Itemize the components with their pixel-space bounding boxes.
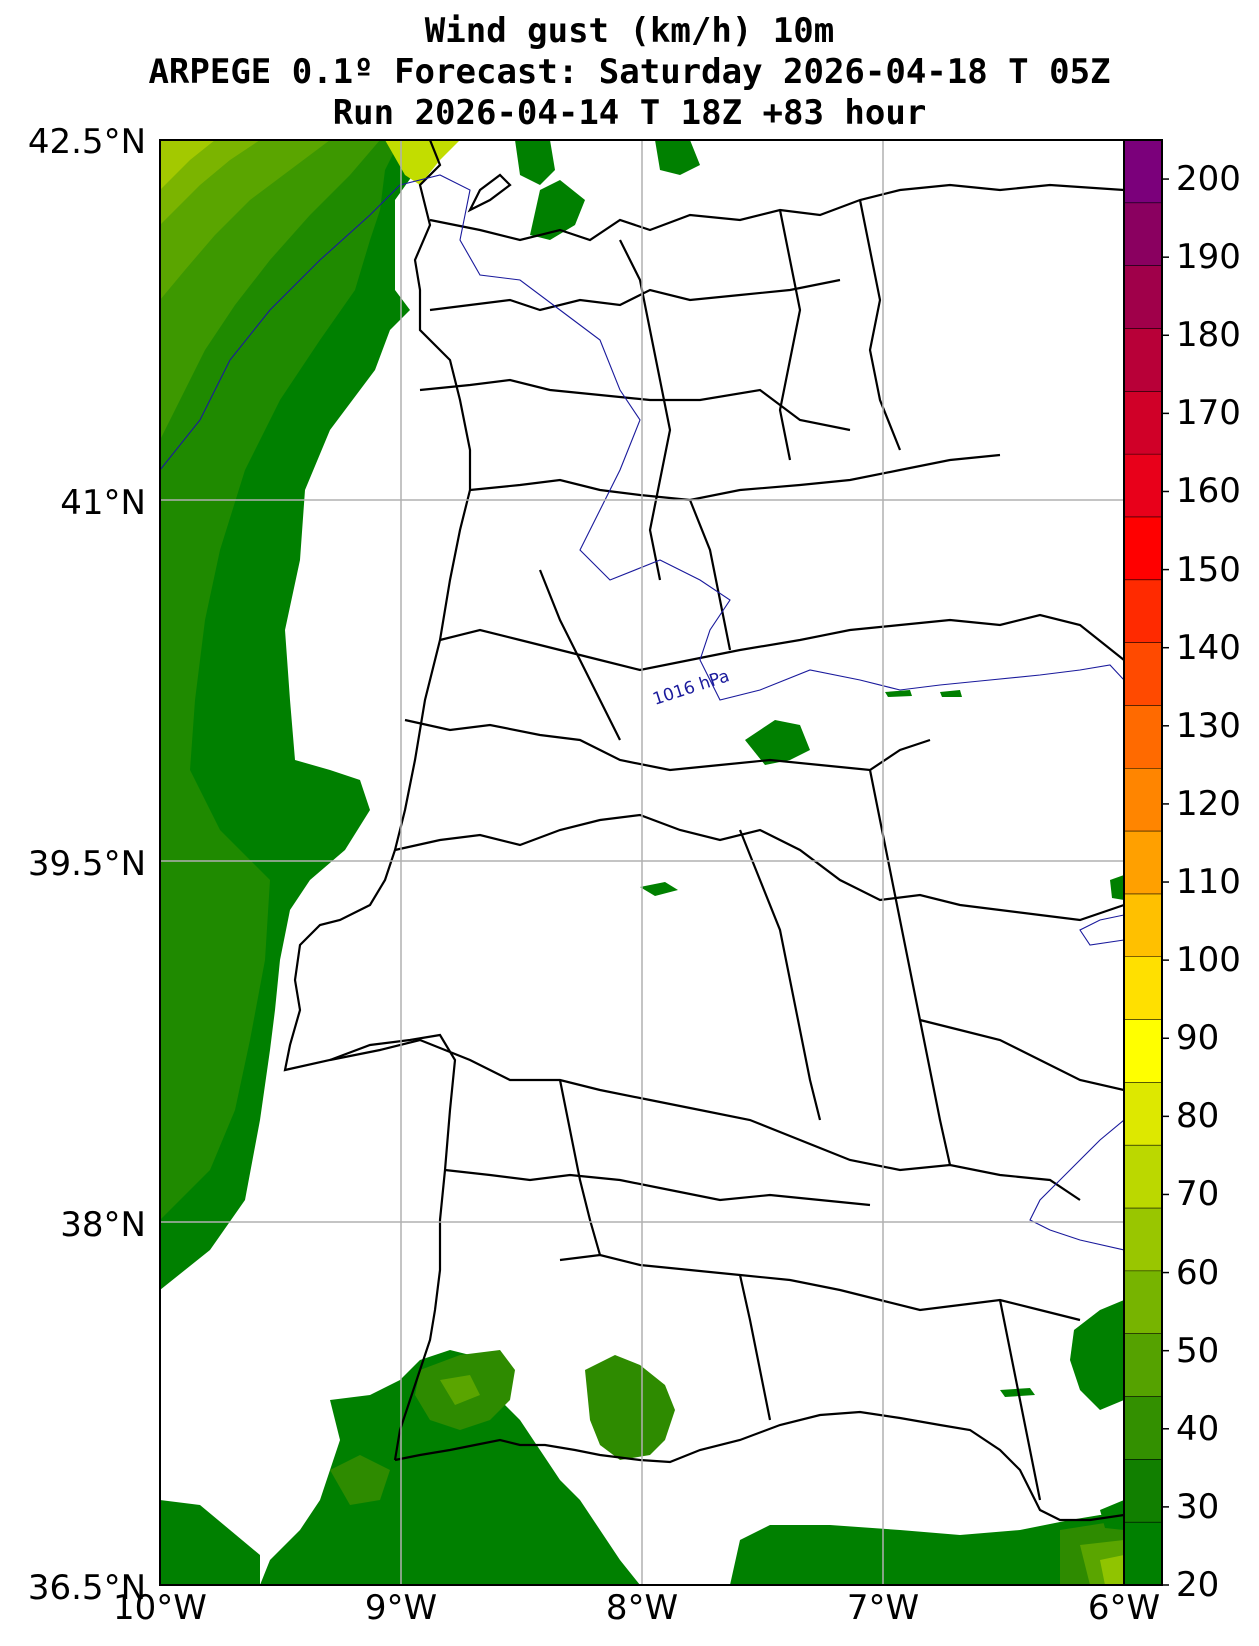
colorbar-segment	[1124, 956, 1162, 1021]
colorbar-segment	[1124, 391, 1162, 455]
coastline-west	[283, 140, 472, 1461]
colorbar-tick-label: 60	[1176, 1252, 1220, 1293]
border-7	[394, 813, 1124, 922]
gridlines	[160, 140, 1124, 1585]
colorbar-tick-label: 140	[1176, 627, 1241, 668]
coastline-south	[394, 1410, 1124, 1522]
border-18	[738, 1274, 772, 1421]
colorbar-tick-label: 70	[1176, 1174, 1220, 1215]
border-5	[439, 613, 1124, 672]
border-15	[738, 829, 822, 1121]
colorbar-tick-label: 190	[1176, 237, 1241, 278]
colorbar-segment	[1124, 893, 1162, 958]
colorbar-segment	[1124, 265, 1162, 330]
lat-label-36-5: 36.5°N	[27, 1568, 146, 1608]
border-9	[444, 1168, 871, 1207]
border-20	[919, 1018, 1124, 1092]
colorbar-segment	[1124, 1333, 1162, 1398]
lon-label-7w: 7°W	[846, 1588, 920, 1628]
lon-label-6w: 6°W	[1087, 1588, 1161, 1628]
colorbar-tick-label: 170	[1176, 393, 1241, 434]
colorbar-segment	[1124, 705, 1162, 769]
colorbar	[1124, 140, 1169, 1586]
border-2	[429, 278, 841, 312]
colorbar-segment	[1124, 1019, 1162, 1083]
chart-title-line-3: Run 2026-04-14 T 18Z +83 hour	[332, 93, 927, 133]
colorbar-tick-label: 90	[1176, 1018, 1220, 1059]
colorbar-segment	[1124, 1145, 1162, 1209]
colorbar-segment	[1124, 1459, 1162, 1523]
colorbar-tick-label: 130	[1176, 705, 1241, 746]
chart-title-line-2: ARPEGE 0.1º Forecast: Saturday 2026-04-1…	[148, 52, 1111, 92]
lat-label-38: 38°N	[60, 1205, 146, 1245]
border-13	[778, 209, 802, 461]
colorbar-tick-label: 20	[1176, 1565, 1220, 1605]
coastlines-and-borders	[283, 140, 1124, 1522]
lat-label-39-5: 39.5°N	[27, 844, 146, 884]
colorbar-tick-label: 180	[1176, 315, 1241, 356]
colorbar-segment	[1124, 140, 1162, 204]
coastline-spain-north	[467, 173, 512, 213]
colorbar-tick-label: 50	[1176, 1330, 1220, 1371]
chart-title-line-1: Wind gust (km/h) 10m	[424, 11, 835, 51]
colorbar-segment	[1124, 454, 1162, 518]
border-8	[329, 1038, 1081, 1201]
isobar-1	[160, 174, 1124, 701]
colorbar-segment	[1124, 1396, 1162, 1460]
colorbar-tick-label: 110	[1176, 862, 1241, 903]
lon-label-8w: 8°W	[605, 1588, 679, 1628]
colorbar-segment	[1124, 1208, 1162, 1272]
colorbar-segment	[1124, 1270, 1162, 1335]
colorbar-tick-label: 120	[1176, 783, 1241, 824]
isobar-3	[1079, 914, 1124, 946]
border-19	[998, 1299, 1042, 1501]
colorbar-frame	[1123, 139, 1163, 1586]
colorbar-segment	[1124, 642, 1162, 707]
colorbar-tick-label: 40	[1176, 1408, 1220, 1449]
border-21	[688, 499, 732, 651]
colorbar-tick-label: 80	[1176, 1096, 1220, 1137]
colorbar-tick-label: 200	[1176, 159, 1241, 200]
lon-label-10w: 10°W	[113, 1588, 207, 1628]
lon-label-9w: 9°W	[364, 1588, 438, 1628]
colorbar-segment	[1124, 579, 1162, 644]
lat-label-41: 41°N	[60, 483, 146, 523]
isobar-2	[1029, 1119, 1124, 1251]
colorbar-tick-label: 100	[1176, 940, 1241, 981]
lat-label-42-5: 42.5°N	[27, 122, 146, 162]
colorbar-segment	[1124, 516, 1162, 581]
border-11	[538, 569, 621, 741]
colorbar-tick-label: 160	[1176, 471, 1241, 512]
border-4	[469, 453, 1001, 502]
colorbar-segment	[1124, 768, 1162, 832]
colorbar-segment	[1124, 831, 1162, 895]
border-17	[558, 1079, 602, 1256]
colorbar-segment	[1124, 328, 1162, 392]
colorbar-tick-label: 150	[1176, 549, 1241, 590]
colorbar-segment	[1124, 202, 1162, 267]
colorbar-segment	[1124, 1082, 1162, 1146]
colorbar-segment	[1124, 1522, 1162, 1586]
isobars	[160, 174, 1124, 1251]
border-1	[429, 183, 1124, 242]
colorbar-tick-label: 30	[1176, 1486, 1220, 1527]
